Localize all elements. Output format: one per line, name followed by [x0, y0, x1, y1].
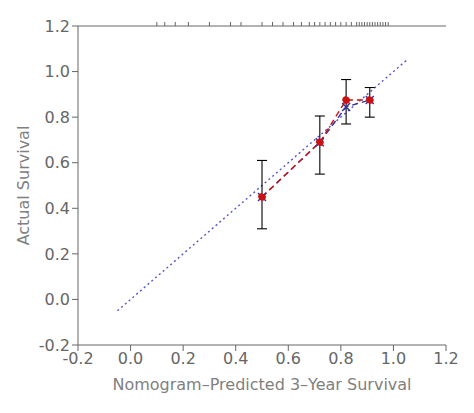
- svg-text:1.2: 1.2: [45, 17, 70, 36]
- svg-text:-0.2: -0.2: [62, 349, 94, 369]
- svg-text:0.0: 0.0: [45, 290, 70, 309]
- svg-text:0.8: 0.8: [328, 349, 353, 368]
- svg-text:0.4: 0.4: [223, 349, 248, 368]
- svg-text:0.2: 0.2: [45, 245, 70, 264]
- svg-text:1.0: 1.0: [45, 62, 70, 81]
- svg-text:0.8: 0.8: [45, 108, 70, 127]
- svg-text:1.2: 1.2: [433, 349, 458, 368]
- svg-text:Actual Survival: Actual Survival: [14, 126, 33, 246]
- svg-text:1.0: 1.0: [381, 349, 406, 368]
- svg-text:0.6: 0.6: [45, 153, 70, 172]
- svg-text:0.6: 0.6: [276, 349, 301, 368]
- svg-text:Nomogram–Predicted 3–Year Surv: Nomogram–Predicted 3–Year Survival: [112, 375, 411, 394]
- svg-text:0.0: 0.0: [118, 349, 143, 368]
- svg-text:0.2: 0.2: [170, 349, 195, 368]
- svg-text:-0.2: -0.2: [39, 336, 70, 355]
- svg-text:0.4: 0.4: [45, 199, 70, 218]
